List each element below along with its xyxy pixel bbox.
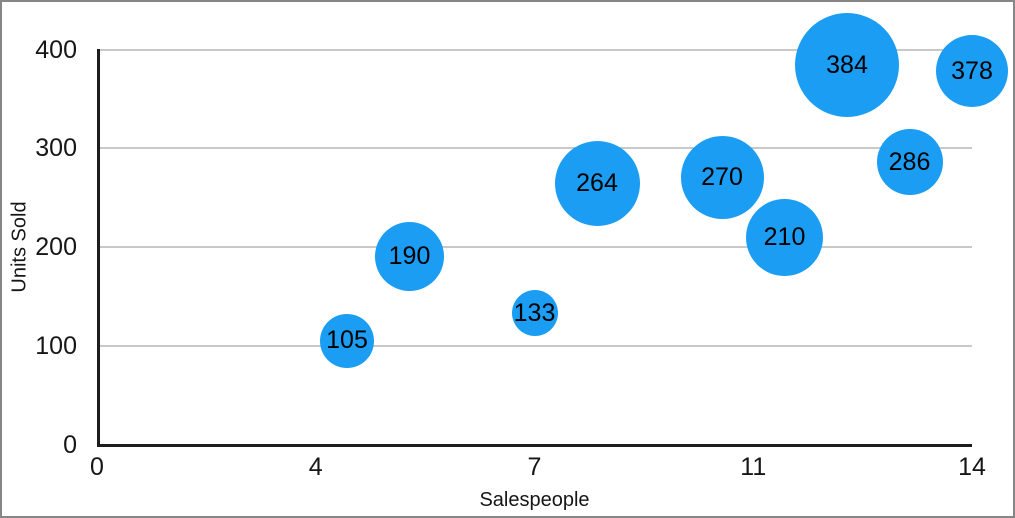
y-gridline (97, 48, 972, 51)
bubble[interactable]: 105 (320, 313, 374, 368)
bubble[interactable]: 378 (936, 35, 1008, 108)
x-axis-title: Salespeople (479, 489, 590, 511)
bubble-label: 286 (888, 147, 931, 176)
y-tick-label: 200 (35, 233, 77, 261)
y-tick-label: 100 (35, 331, 77, 360)
bubble-label: 264 (576, 169, 618, 198)
bubble-label: 378 (951, 56, 993, 85)
bubble-label: 384 (826, 50, 868, 79)
x-axis-line (97, 443, 972, 447)
y-gridline (97, 246, 972, 248)
bubble[interactable]: 270 (680, 136, 764, 220)
bubble-label: 210 (763, 222, 806, 251)
bubble-label: 133 (513, 298, 556, 327)
y-axis-line (97, 48, 100, 446)
bubble[interactable]: 264 (554, 141, 640, 227)
y-gridline (97, 147, 972, 150)
y-tick-label: 400 (35, 35, 77, 64)
bubble-label: 190 (388, 242, 431, 271)
bubble[interactable]: 190 (375, 222, 444, 292)
x-tick-label: 0 (90, 453, 104, 481)
bubble[interactable]: 286 (876, 129, 943, 196)
bubble[interactable]: 210 (746, 198, 823, 276)
x-tick-label: 11 (740, 453, 767, 481)
bubble-label: 270 (701, 163, 743, 192)
y-tick-label: 300 (35, 134, 77, 163)
x-tick-label: 4 (308, 453, 323, 481)
x-tick-label: 14 (958, 453, 986, 481)
bubble[interactable]: 133 (511, 290, 558, 337)
x-tick-label: 7 (527, 453, 542, 481)
y-tick-label: 0 (63, 430, 77, 459)
bubble-label: 105 (326, 326, 368, 355)
y-gridline (97, 344, 972, 347)
bubble[interactable]: 384 (795, 13, 899, 118)
